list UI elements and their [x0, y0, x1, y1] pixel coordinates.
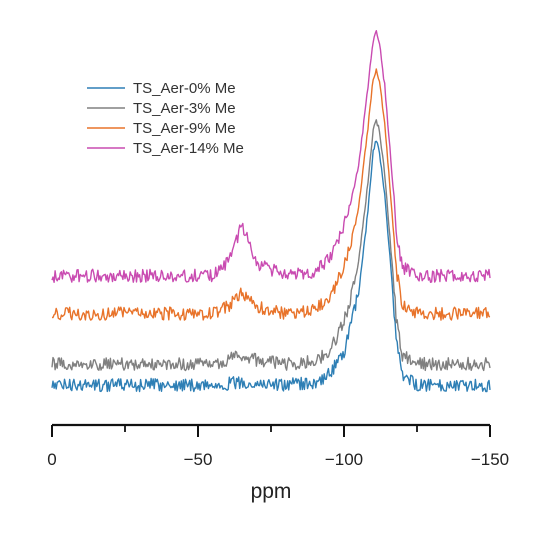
legend-label: TS_Aer-9% Me	[133, 120, 236, 137]
legend-label: TS_Aer-0% Me	[133, 80, 236, 97]
x-tick-label: −150	[471, 450, 509, 469]
x-tick-label: −50	[184, 450, 213, 469]
legend-label: TS_Aer-14% Me	[133, 140, 244, 157]
x-axis: 0 −50 −100 −150	[47, 423, 509, 469]
x-axis-title: ppm	[251, 480, 292, 503]
x-tick-label: −100	[325, 450, 363, 469]
series-layer	[51, 30, 491, 393]
series-line	[51, 119, 491, 372]
legend-label: TS_Aer-3% Me	[133, 100, 236, 117]
legend: TS_Aer-0% Me TS_Aer-3% Me TS_Aer-9% Me TS_A…	[87, 80, 244, 157]
series-line	[51, 68, 491, 321]
series-line	[51, 140, 491, 393]
x-tick-label: 0	[47, 450, 56, 469]
series-line	[51, 30, 491, 283]
